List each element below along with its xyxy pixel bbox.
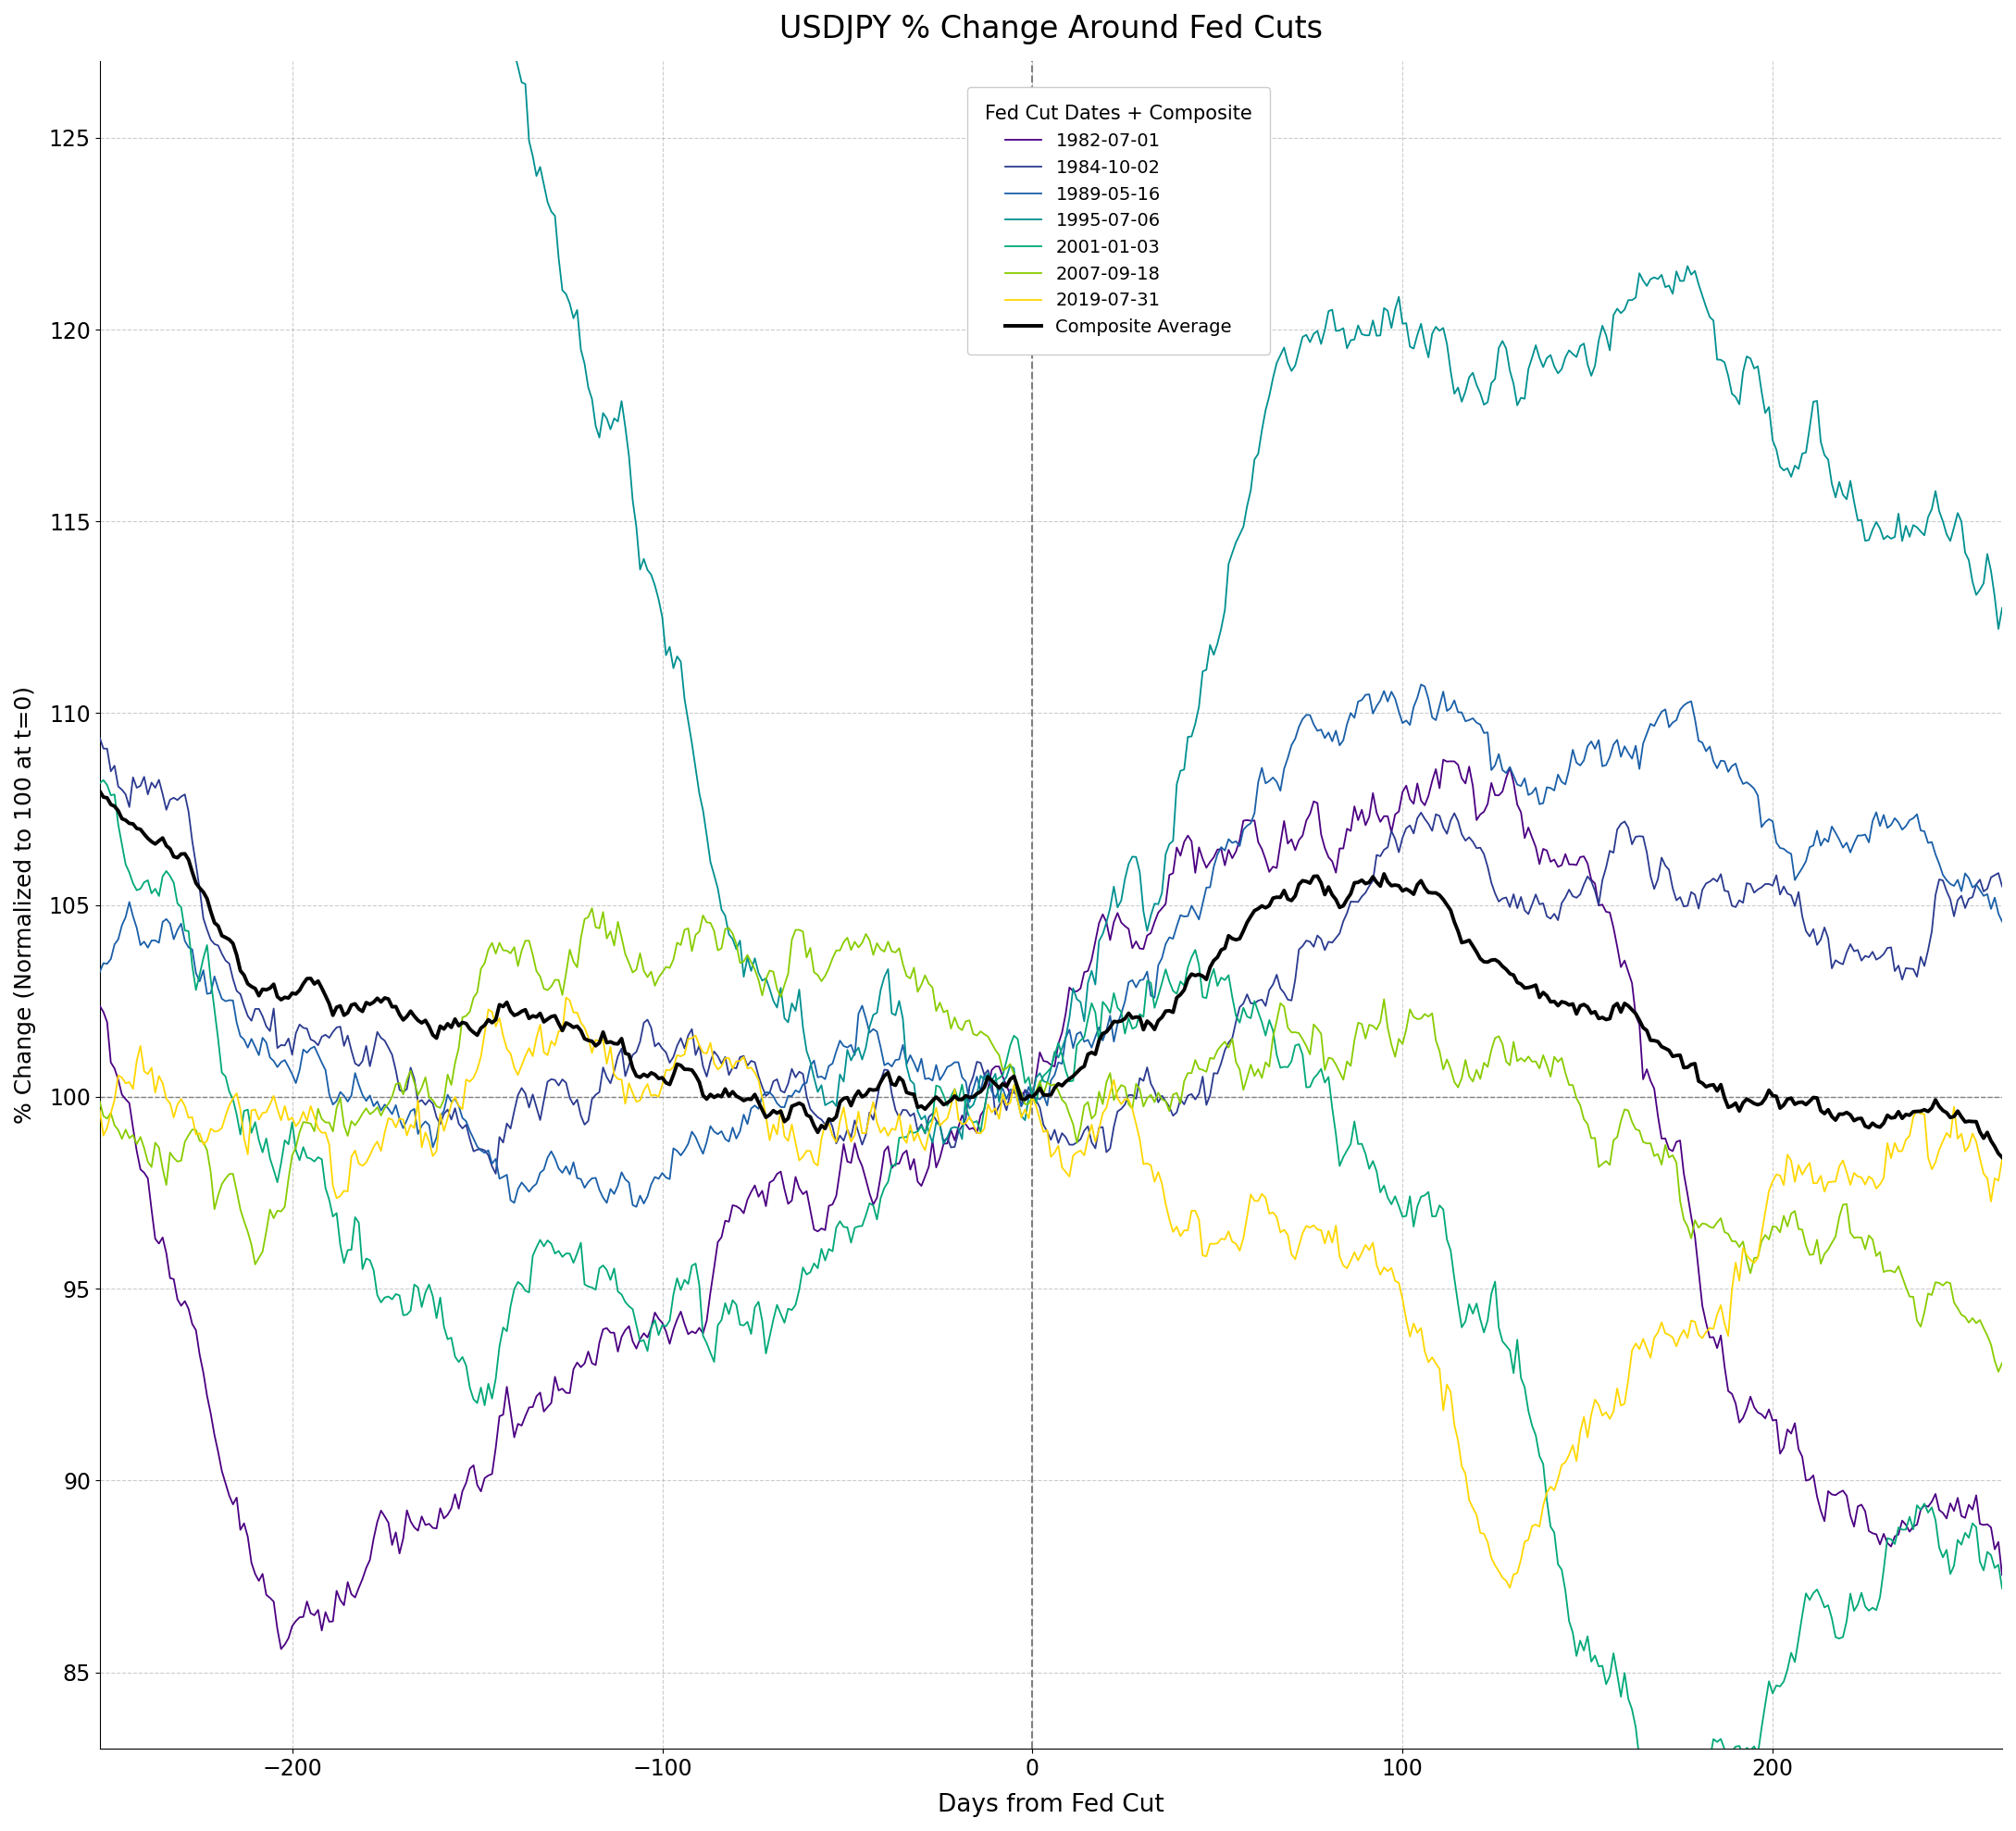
1989-05-16 [1409, 674, 1433, 696]
1982-07-01 [268, 1639, 292, 1661]
Line: Composite Average: Composite Average [99, 791, 2002, 1157]
2019-07-31 [403, 1117, 427, 1139]
2001-01-03 [1909, 1500, 1933, 1522]
Title: USDJPY % Change Around Fed Cuts: USDJPY % Change Around Fed Cuts [780, 15, 1322, 44]
1982-07-01 [87, 994, 111, 1016]
2019-07-31 [613, 1093, 637, 1115]
1989-05-16 [1990, 910, 2014, 932]
2001-01-03 [347, 1212, 371, 1234]
1984-10-02 [1131, 1069, 1155, 1091]
Line: 1995-07-06: 1995-07-06 [99, 0, 2002, 1144]
Composite Average [129, 818, 153, 840]
2007-09-18 [613, 943, 637, 965]
Composite Average [595, 1031, 619, 1053]
2019-07-31 [87, 1099, 111, 1121]
1984-10-02 [599, 1073, 623, 1095]
2007-09-18 [403, 1071, 427, 1093]
1995-07-06 [1909, 520, 1933, 542]
2019-07-31 [554, 987, 579, 1009]
1995-07-06 [613, 416, 637, 438]
1984-10-02 [484, 1163, 508, 1185]
Composite Average [450, 1011, 474, 1033]
1984-10-02 [450, 1117, 474, 1139]
1984-10-02 [1990, 875, 2014, 897]
1982-07-01 [1990, 1564, 2014, 1586]
2019-07-31 [1990, 1148, 2014, 1170]
1989-05-16 [1909, 820, 1933, 842]
1982-07-01 [347, 1576, 371, 1598]
2007-09-18 [1986, 1360, 2010, 1382]
1982-07-01 [405, 1520, 429, 1542]
2001-01-03 [91, 769, 115, 791]
Composite Average [1127, 1007, 1151, 1029]
1982-07-01 [1909, 1500, 1933, 1522]
1984-10-02 [1165, 1100, 1189, 1122]
2007-09-18 [1990, 1351, 2014, 1373]
2019-07-31 [629, 1089, 653, 1111]
1984-10-02 [718, 1064, 742, 1086]
Y-axis label: % Change (Normalized to 100 at t=0): % Change (Normalized to 100 at t=0) [14, 687, 36, 1124]
2007-09-18 [1905, 1309, 1929, 1331]
2001-01-03 [87, 773, 111, 795]
1995-07-06 [1990, 597, 2014, 619]
1989-05-16 [403, 1099, 427, 1121]
2019-07-31 [343, 1139, 367, 1161]
Line: 2007-09-18: 2007-09-18 [99, 908, 2002, 1371]
2019-07-31 [1498, 1576, 1522, 1598]
2001-01-03 [613, 1291, 637, 1313]
1995-07-06 [931, 1133, 956, 1155]
2001-01-03 [1990, 1578, 2014, 1600]
1995-07-06 [1835, 489, 1859, 511]
1989-05-16 [87, 961, 111, 983]
1984-10-02 [129, 775, 153, 796]
2001-01-03 [629, 1331, 653, 1353]
Legend: 1982-07-01, 1984-10-02, 1989-05-16, 1995-07-06, 2001-01-03, 2007-09-18, 2019-07-: 1982-07-01, 1984-10-02, 1989-05-16, 1995… [968, 88, 1270, 353]
Composite Average [1161, 1002, 1185, 1024]
1982-07-01 [1431, 749, 1456, 771]
1984-10-02 [87, 727, 111, 749]
1982-07-01 [629, 1327, 653, 1349]
1995-07-06 [629, 558, 653, 580]
Line: 2001-01-03: 2001-01-03 [99, 780, 2002, 1831]
2001-01-03 [405, 1276, 429, 1298]
Line: 1984-10-02: 1984-10-02 [99, 738, 2002, 1174]
Composite Average [714, 1078, 738, 1100]
1982-07-01 [1835, 1485, 1859, 1507]
1989-05-16 [343, 1062, 367, 1084]
2019-07-31 [1909, 1102, 1933, 1124]
2007-09-18 [87, 1091, 111, 1113]
Line: 1982-07-01: 1982-07-01 [99, 760, 2002, 1650]
Line: 2019-07-31: 2019-07-31 [99, 998, 2002, 1587]
2007-09-18 [343, 1115, 367, 1137]
Line: 1989-05-16: 1989-05-16 [99, 685, 2002, 1207]
1989-05-16 [625, 1196, 649, 1218]
1989-05-16 [609, 1161, 633, 1183]
2007-09-18 [581, 897, 605, 919]
X-axis label: Days from Fed Cut: Days from Fed Cut [937, 1793, 1163, 1816]
1982-07-01 [613, 1318, 637, 1340]
1989-05-16 [1835, 831, 1859, 853]
2019-07-31 [1835, 1161, 1859, 1183]
1989-05-16 [629, 1185, 653, 1207]
2007-09-18 [629, 943, 653, 965]
2001-01-03 [1835, 1609, 1859, 1631]
2007-09-18 [1831, 1194, 1855, 1216]
Composite Average [1990, 1146, 2014, 1168]
Composite Average [87, 780, 111, 802]
